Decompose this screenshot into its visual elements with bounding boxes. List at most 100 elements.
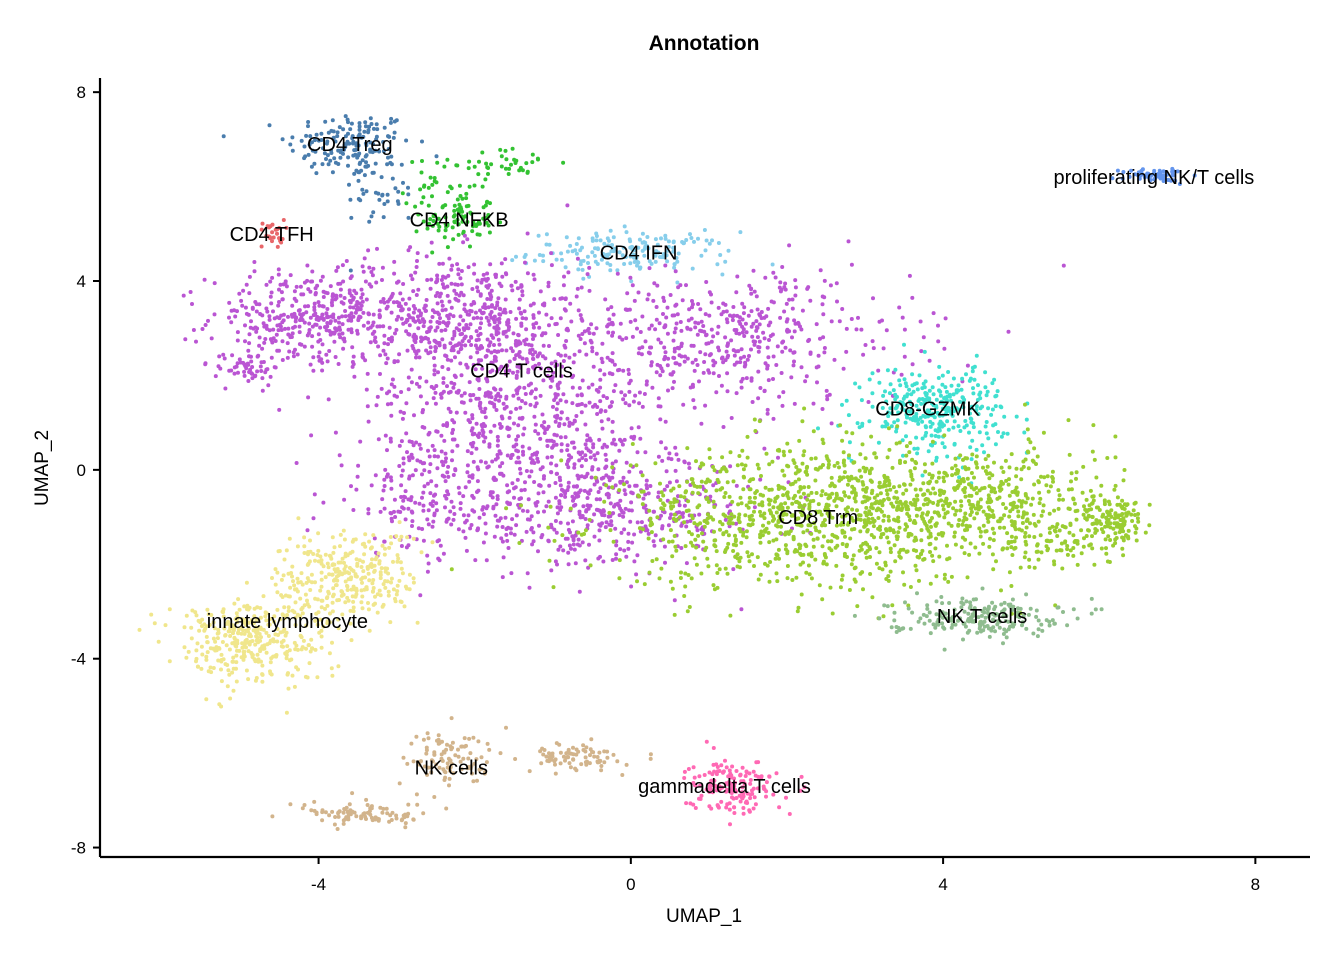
data-point	[693, 320, 698, 325]
data-point	[824, 388, 829, 393]
data-point	[520, 289, 525, 294]
data-point	[800, 419, 805, 424]
data-point	[703, 248, 708, 253]
data-point	[363, 124, 368, 129]
data-point	[617, 448, 622, 453]
data-point	[653, 327, 658, 332]
data-point	[865, 495, 869, 500]
data-point	[473, 310, 478, 315]
data-point	[1121, 478, 1126, 483]
data-point	[649, 363, 654, 368]
data-point	[935, 502, 940, 507]
data-point	[927, 397, 932, 402]
data-point	[483, 531, 488, 536]
data-point	[762, 336, 767, 341]
data-point	[741, 467, 746, 472]
data-point	[962, 397, 967, 402]
data-point	[388, 160, 393, 165]
data-point	[929, 524, 933, 529]
data-point	[977, 392, 982, 397]
data-point	[559, 410, 564, 415]
data-point	[628, 239, 633, 244]
data-point	[470, 416, 475, 421]
data-point	[1047, 511, 1052, 516]
data-point	[332, 330, 337, 335]
data-point	[933, 434, 938, 438]
data-point	[404, 401, 409, 406]
data-point	[446, 474, 451, 479]
data-point	[537, 310, 541, 315]
data-point	[507, 502, 512, 507]
data-point	[946, 370, 951, 374]
data-point	[474, 396, 479, 401]
data-point	[287, 349, 292, 354]
data-point	[469, 335, 473, 339]
data-point	[276, 303, 281, 308]
data-point	[455, 217, 460, 222]
data-point	[580, 332, 585, 336]
data-point	[400, 416, 405, 421]
data-point	[330, 170, 335, 175]
data-point	[771, 505, 776, 510]
data-point	[260, 221, 265, 226]
data-point	[384, 361, 389, 366]
data-point	[658, 481, 662, 486]
data-point	[542, 431, 547, 435]
data-point	[343, 114, 348, 119]
data-point	[937, 364, 942, 369]
data-point	[277, 287, 281, 292]
data-point	[641, 496, 646, 501]
data-point	[446, 316, 451, 321]
data-point	[521, 432, 526, 437]
data-point	[355, 331, 360, 336]
data-point	[506, 318, 511, 323]
data-point	[439, 449, 444, 454]
data-point	[464, 309, 469, 314]
data-point	[655, 242, 660, 247]
data-point	[450, 336, 455, 341]
data-point	[507, 368, 512, 373]
data-point	[740, 330, 745, 335]
data-point	[886, 414, 891, 419]
data-point	[657, 321, 662, 326]
data-point	[385, 472, 390, 477]
data-point	[457, 322, 462, 327]
data-point	[530, 160, 535, 165]
data-point	[739, 607, 744, 612]
data-point	[610, 243, 614, 247]
data-point	[445, 157, 450, 162]
data-point	[498, 394, 503, 399]
data-point	[827, 392, 832, 397]
data-point	[953, 456, 958, 461]
data-point	[565, 443, 570, 448]
data-point	[1042, 475, 1047, 480]
data-point	[487, 230, 492, 235]
data-point	[530, 152, 535, 157]
data-point	[492, 314, 497, 319]
data-point	[897, 500, 902, 505]
data-point	[621, 368, 626, 373]
data-point	[795, 609, 800, 614]
data-point	[867, 419, 872, 424]
data-point	[495, 443, 500, 448]
data-point	[367, 219, 372, 224]
data-point	[625, 307, 630, 312]
data-point	[849, 474, 854, 479]
data-point	[585, 272, 590, 277]
data-point	[337, 125, 342, 130]
data-point	[875, 493, 880, 498]
data-point	[580, 514, 585, 518]
data-point	[531, 325, 536, 330]
data-point	[337, 453, 342, 458]
data-point	[285, 355, 290, 360]
data-point	[945, 419, 950, 424]
data-point	[506, 427, 511, 432]
data-point	[676, 457, 681, 462]
data-point	[634, 463, 639, 468]
data-point	[850, 557, 855, 562]
data-point	[467, 184, 472, 189]
data-point	[392, 259, 397, 264]
data-point	[504, 371, 508, 376]
data-point	[383, 433, 388, 438]
data-point	[738, 495, 743, 500]
